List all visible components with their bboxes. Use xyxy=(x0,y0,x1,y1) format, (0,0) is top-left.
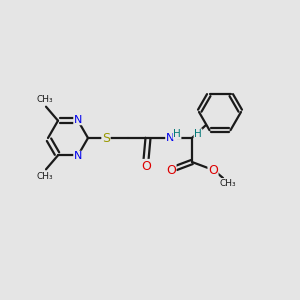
Text: CH₃: CH₃ xyxy=(220,178,236,188)
Text: O: O xyxy=(208,164,218,176)
Text: CH₃: CH₃ xyxy=(37,95,53,104)
Text: H: H xyxy=(173,129,181,139)
Text: S: S xyxy=(102,131,110,145)
Text: N: N xyxy=(74,115,82,125)
Text: N: N xyxy=(74,151,82,161)
Text: N: N xyxy=(166,133,174,143)
Text: O: O xyxy=(141,160,151,172)
Text: H: H xyxy=(194,129,202,139)
Text: O: O xyxy=(166,164,176,176)
Text: CH₃: CH₃ xyxy=(37,172,53,181)
